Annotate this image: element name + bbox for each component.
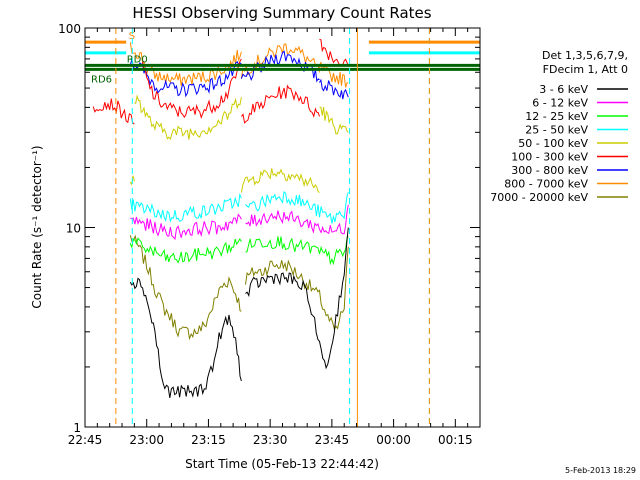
series-4-trace-1 (129, 192, 242, 223)
series-2-trace-2 (245, 204, 349, 235)
footer-date: 5-Feb-2013 18:29 (565, 466, 636, 475)
x-tick-label-5: 23:45 (315, 433, 350, 447)
series-6 (92, 38, 349, 125)
y-axis-label: Count Rate (s⁻¹ detector⁻¹) (30, 145, 44, 308)
x-tick-label-2: 23:00 (129, 433, 164, 447)
series-4 (129, 190, 349, 224)
series-7-trace-3 (319, 78, 349, 100)
flag-label-saa: S (129, 31, 135, 42)
series-6-trace-2 (142, 58, 242, 119)
series-5-trace-4 (319, 106, 349, 135)
series-1-trace-2 (245, 227, 349, 370)
series-4-trace-2 (245, 190, 349, 224)
series-9-trace-2 (245, 246, 349, 331)
x-tick-label-1: 22:45 (68, 433, 103, 447)
legend-label-3: 12 - 25 keV (525, 110, 588, 123)
legend-label-2: 6 - 12 keV (532, 97, 588, 110)
legend-label-9: 7000 - 20000 keV (490, 191, 588, 204)
x-tick-label-7: 00:15 (438, 433, 473, 447)
legend-label-8: 800 - 7000 keV (504, 178, 588, 191)
series-2 (130, 204, 349, 241)
series-3-trace-1 (129, 237, 242, 264)
y-tick-label-3: 100 (58, 22, 81, 36)
series-8-trace-2 (240, 43, 320, 79)
series-7-trace-1 (129, 58, 242, 98)
series-6-trace-3 (241, 84, 320, 124)
marker-layer (115, 28, 430, 427)
legend-header-1: Det 1,3,5,6,7,9, (542, 49, 628, 62)
series-3 (129, 236, 349, 266)
y-tick-label-2: 10 (66, 222, 81, 236)
series-9 (129, 234, 349, 341)
series-5-trace-3 (240, 168, 320, 193)
axis-layer: 22:45 23:00 23:15 23:30 23:45 00:00 00:15 1 10 10… (58, 22, 481, 447)
legend-label-1: 3 - 6 keV (539, 83, 588, 96)
series-6-trace-1 (92, 98, 135, 125)
legend-label-6: 100 - 300 keV (511, 151, 588, 164)
legend-label-7: 300 - 800 keV (511, 164, 588, 177)
series-2-trace-1 (130, 213, 242, 241)
chart-title: HESSI Observing Summary Count Rates (132, 4, 431, 22)
x-tick-label-3: 23:15 (191, 433, 226, 447)
legend: Det 1,3,5,6,7,9,FDecim 1, Att 0 3 - 6 keV… (490, 49, 628, 204)
series-1-trace-1 (129, 277, 242, 398)
series-6-trace-4 (319, 38, 349, 67)
series-3-trace-2 (245, 236, 349, 266)
legend-header-2: FDecim 1, Att 0 (543, 63, 628, 76)
x-tick-label-6: 00:00 (376, 433, 411, 447)
legend-label-5: 50 - 100 keV (518, 137, 588, 150)
x-tick-label-4: 23:30 (253, 433, 288, 447)
series-8-trace-3 (319, 61, 349, 88)
flag-label-rd0: RD0 (127, 54, 148, 65)
series-9-trace-1 (129, 234, 242, 341)
flag-label-rd6: RD6 (91, 74, 112, 85)
series-5-trace-2 (134, 94, 242, 141)
legend-label-4: 25 - 50 keV (525, 124, 588, 137)
flag-layer: S RD0 RD6 (85, 31, 480, 85)
series-1 (129, 227, 349, 398)
x-axis-label: Start Time (05-Feb-13 22:44:42) (185, 457, 379, 471)
y-tick-label-1: 1 (73, 421, 81, 435)
